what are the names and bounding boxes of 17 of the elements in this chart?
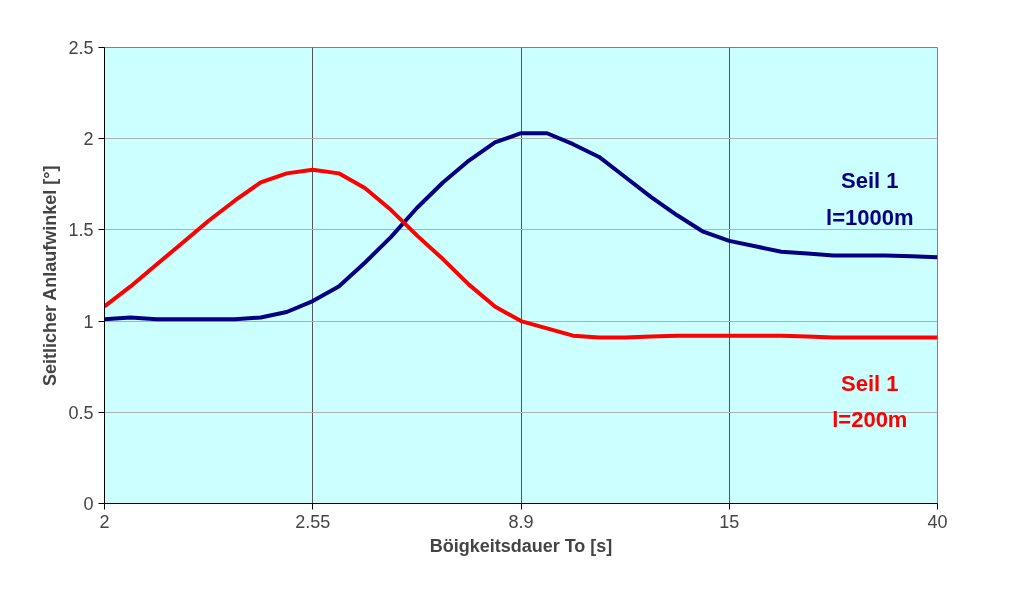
- y-axis-title: Seitlicher Anlaufwinkel [°]: [40, 165, 61, 387]
- line-series: [104, 131, 938, 322]
- series-label: Seil 1 l=200m: [832, 370, 908, 433]
- y-tick-label: 2: [83, 129, 94, 150]
- x-tick-label: 15: [719, 511, 740, 532]
- y-tick-label: 1: [83, 311, 94, 332]
- y-tick-label: 1.5: [68, 220, 94, 241]
- x-tick-label: 40: [927, 511, 948, 532]
- y-tick-label: 2.5: [68, 38, 94, 58]
- y-tick-label: 0: [83, 494, 94, 514]
- y-tick-label: 0.5: [68, 402, 94, 423]
- x-tick-label: 2: [99, 511, 110, 532]
- line-series: [104, 167, 938, 340]
- series-label: Seil 1 l=1000m: [826, 168, 914, 230]
- x-tick-label: 2.55: [295, 511, 331, 532]
- x-axis-title: Böigkeitsdauer To [s]: [429, 535, 613, 556]
- x-tick-label: 8.9: [508, 511, 534, 532]
